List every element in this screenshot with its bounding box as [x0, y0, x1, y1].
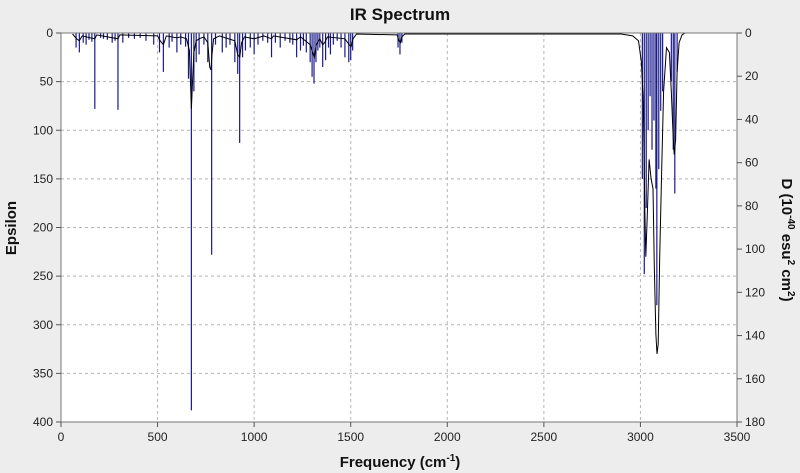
y-right-label-sup: 2: [785, 291, 796, 297]
envelope-line: [72, 32, 686, 354]
y-right-label-part: ): [778, 297, 795, 302]
y-left-tick-label: 300: [33, 318, 53, 332]
y-right-label-part: cm: [778, 265, 795, 291]
y-left-tick-label: 250: [33, 269, 53, 283]
y-right-label-part: D (10: [778, 178, 795, 215]
y-right-tick-label: 140: [745, 329, 765, 343]
y-left-tick-label: 150: [33, 172, 53, 186]
x-axis-label: Frequency (cm-1): [340, 453, 461, 471]
y-right-label-sup: 2: [785, 260, 796, 266]
y-right-tick-label: 180: [745, 415, 765, 429]
x-tick-label: 3500: [724, 430, 751, 444]
x-label-main: Frequency (cm: [340, 454, 447, 471]
y-right-tick-label: 80: [745, 199, 759, 213]
y-right-label-sup: -40: [785, 215, 796, 230]
ticks: 0 500 1000 1500 2000 2500 3000 3500050100150200…: [33, 26, 765, 444]
y-axis-right-label: D (10-40 esu2 cm2): [778, 178, 796, 301]
y-left-tick-label: 50: [40, 75, 54, 89]
series-layer: [72, 32, 686, 411]
y-right-tick-label: 40: [745, 112, 759, 126]
x-tick-label: 3000: [627, 430, 654, 444]
x-tick-label: 500: [148, 430, 168, 444]
y-right-tick-label: 120: [745, 285, 765, 299]
x-tick-label: 1500: [337, 430, 364, 444]
x-tick-label: 0: [58, 430, 65, 444]
y-left-tick-label: 0: [46, 26, 53, 40]
y-left-tick-label: 350: [33, 366, 53, 380]
y-left-tick-label: 400: [33, 415, 53, 429]
x-tick-label: 1000: [241, 430, 268, 444]
x-label-tail: ): [455, 454, 460, 471]
y-right-tick-label: 20: [745, 69, 759, 83]
y-axis-left-label: Epsilon: [3, 201, 20, 255]
chart-title: IR Spectrum: [350, 5, 450, 24]
x-label-sup: -1: [446, 453, 455, 464]
y-right-tick-label: 100: [745, 242, 765, 256]
y-left-tick-label: 100: [33, 123, 53, 137]
y-right-tick-label: 160: [745, 372, 765, 386]
y-right-tick-label: 0: [745, 26, 752, 40]
x-tick-label: 2000: [434, 430, 461, 444]
y-right-label-part: esu: [778, 230, 795, 260]
x-tick-label: 2500: [531, 430, 558, 444]
y-right-tick-label: 60: [745, 156, 759, 170]
y-left-tick-label: 200: [33, 221, 53, 235]
